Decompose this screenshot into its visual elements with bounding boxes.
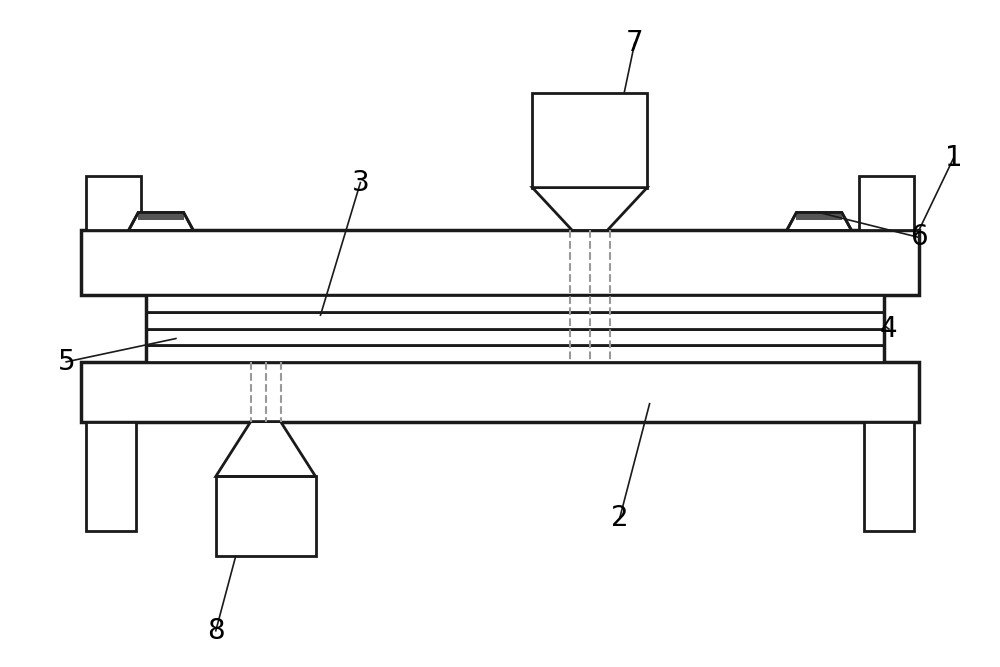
- Polygon shape: [129, 213, 193, 230]
- Text: 5: 5: [57, 348, 75, 376]
- Bar: [859, 175, 914, 230]
- Bar: [864, 422, 914, 531]
- Bar: [81, 362, 919, 422]
- Bar: [86, 422, 136, 531]
- Text: 2: 2: [611, 504, 628, 532]
- Bar: [146, 295, 884, 312]
- Polygon shape: [532, 187, 647, 230]
- Bar: [86, 175, 141, 230]
- Polygon shape: [796, 213, 842, 221]
- Text: 7: 7: [626, 29, 643, 57]
- Text: 3: 3: [352, 169, 369, 197]
- Text: 4: 4: [880, 315, 898, 343]
- Polygon shape: [216, 422, 316, 476]
- Bar: [216, 476, 316, 556]
- Bar: [532, 93, 647, 187]
- Text: 6: 6: [910, 223, 928, 251]
- Polygon shape: [787, 213, 852, 230]
- Text: 1: 1: [945, 143, 963, 171]
- Polygon shape: [138, 213, 184, 221]
- Bar: [81, 230, 919, 295]
- Text: 8: 8: [207, 617, 225, 645]
- Bar: [146, 346, 884, 362]
- Bar: [146, 329, 884, 346]
- Bar: [146, 312, 884, 329]
